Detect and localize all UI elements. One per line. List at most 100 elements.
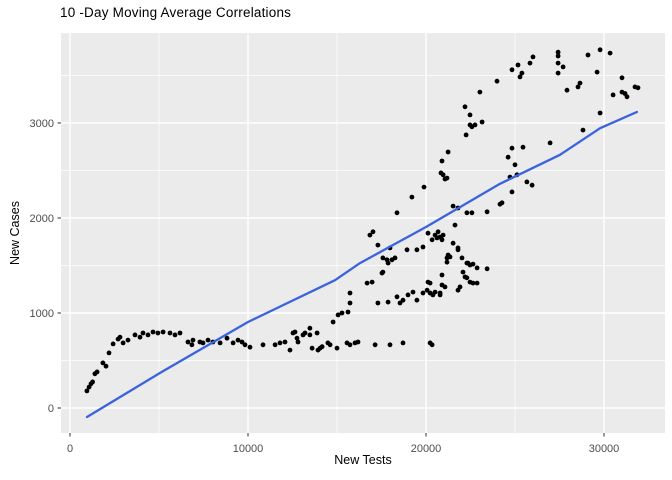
data-point: [444, 175, 450, 181]
data-point: [555, 60, 561, 66]
data-point: [470, 280, 476, 286]
data-point: [463, 132, 469, 138]
data-point: [477, 89, 483, 95]
data-point: [372, 342, 378, 348]
data-point: [520, 144, 526, 150]
data-point: [277, 340, 283, 346]
data-point: [334, 345, 340, 351]
data-point: [425, 230, 431, 236]
y-axis-title: New Cases: [8, 201, 22, 265]
data-point: [580, 127, 586, 133]
data-point: [505, 154, 511, 160]
data-point: [455, 247, 461, 253]
data-point: [330, 319, 336, 325]
data-point: [272, 342, 278, 348]
data-point: [432, 289, 438, 295]
data-point: [429, 237, 435, 243]
data-point: [445, 149, 451, 155]
data-point: [167, 330, 173, 336]
data-point: [450, 240, 456, 246]
data-point: [437, 292, 443, 298]
data-point: [375, 242, 381, 248]
data-point: [125, 337, 131, 343]
x-tick-label: 20000: [411, 443, 442, 455]
data-point: [224, 335, 230, 341]
data-point: [594, 69, 600, 75]
data-point: [400, 297, 406, 303]
data-point: [517, 74, 523, 80]
data-point: [145, 332, 151, 338]
data-point: [464, 210, 470, 216]
data-point: [467, 112, 473, 118]
data-point: [439, 158, 445, 164]
data-point: [385, 260, 391, 266]
data-point: [140, 330, 146, 336]
data-point: [345, 309, 351, 315]
data-point: [307, 332, 313, 338]
data-point: [160, 329, 166, 335]
data-point: [509, 67, 515, 73]
data-point: [392, 255, 398, 261]
data-point: [555, 53, 561, 59]
data-point: [185, 339, 191, 345]
data-point: [84, 388, 90, 394]
data-point: [247, 344, 253, 350]
trend-line: [85, 110, 639, 419]
data-point: [404, 247, 410, 253]
data-point: [239, 339, 245, 345]
panel-background: [61, 33, 665, 433]
data-point: [370, 229, 376, 235]
data-point: [560, 64, 566, 70]
data-point: [635, 85, 641, 91]
data-point: [607, 50, 613, 56]
data-point: [530, 54, 536, 60]
data-point: [527, 60, 533, 66]
data-point: [427, 280, 433, 286]
data-point: [509, 145, 515, 151]
data-point: [100, 360, 106, 366]
data-point: [292, 329, 298, 335]
data-point: [242, 342, 248, 348]
data-point: [474, 265, 480, 271]
data-point: [464, 275, 470, 281]
data-point: [302, 330, 308, 336]
data-point: [469, 210, 475, 216]
data-point: [624, 94, 630, 100]
data-point: [450, 203, 456, 209]
data-point: [355, 339, 361, 345]
data-point: [260, 342, 266, 348]
data-point: [282, 339, 288, 345]
data-point: [457, 284, 463, 290]
data-point: [439, 272, 445, 278]
data-point: [414, 297, 420, 303]
data-point: [484, 209, 490, 215]
data-point: [460, 269, 466, 275]
data-point: [420, 290, 426, 296]
data-point: [364, 280, 370, 286]
x-axis-title: New Tests: [334, 453, 392, 467]
data-point: [137, 334, 143, 340]
data-point: [177, 330, 183, 336]
data-point: [515, 62, 521, 68]
data-point: [409, 194, 415, 200]
data-point: [555, 49, 561, 55]
data-point: [439, 237, 445, 243]
data-point: [424, 287, 430, 293]
data-point: [442, 284, 448, 290]
data-point: [420, 244, 426, 250]
data-point: [309, 345, 315, 351]
data-point: [564, 87, 570, 93]
data-point: [479, 119, 485, 125]
data-point: [452, 222, 458, 228]
data-point: [394, 210, 400, 216]
data-point: [347, 300, 353, 306]
data-point: [217, 340, 223, 346]
data-point: [90, 379, 95, 385]
data-point: [339, 310, 345, 316]
data-point: [597, 47, 603, 53]
y-tick-label: 0: [48, 403, 54, 415]
data-point: [429, 342, 435, 348]
data-point: [469, 124, 475, 130]
